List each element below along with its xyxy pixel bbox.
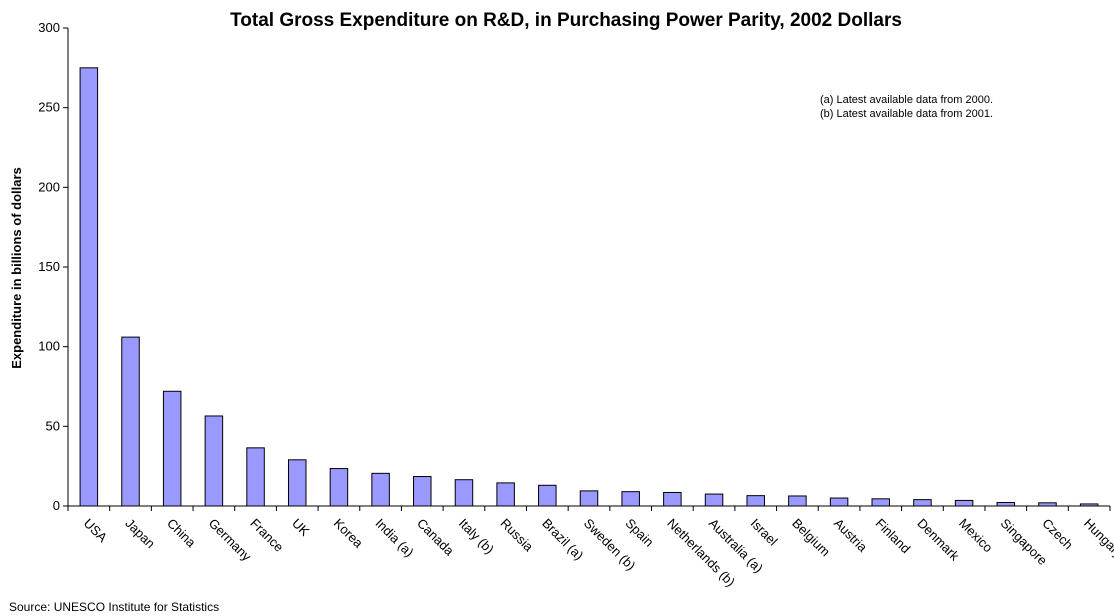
bar-brazil-a xyxy=(539,485,557,506)
x-tick-label: Germany xyxy=(206,516,255,565)
x-tick-label: Korea xyxy=(331,516,367,552)
annotation-note: (a) Latest available data from 2000. xyxy=(820,94,993,106)
x-tick-label: Russia xyxy=(498,516,537,555)
x-tick-label: China xyxy=(164,516,199,551)
x-tick-label: France xyxy=(247,516,286,555)
bar-china xyxy=(163,391,181,506)
bar-austria xyxy=(830,498,848,506)
x-axis xyxy=(68,506,1110,511)
bar-russia xyxy=(497,483,515,506)
y-tick-label: 200 xyxy=(38,179,60,194)
y-axis-label: Expenditure in billions of dollars xyxy=(9,167,24,369)
annotations: (a) Latest available data from 2000. (b) … xyxy=(820,94,993,120)
x-tick-label: USA xyxy=(81,516,111,546)
bar-mexico xyxy=(955,500,973,506)
bar-uk xyxy=(288,460,306,506)
x-tick-label: Austria xyxy=(831,516,871,556)
bar-belgium xyxy=(789,496,807,506)
x-tick-label: Spain xyxy=(623,516,657,550)
x-tick-label: Denmark xyxy=(914,516,962,564)
x-tick-label: Mexico xyxy=(956,516,996,556)
y-tick-label: 0 xyxy=(53,498,60,513)
y-axis: 0 50 100 150 200 250 300 xyxy=(38,20,68,513)
x-tick-label: Finland xyxy=(873,516,914,557)
y-tick-label: 50 xyxy=(46,418,60,433)
x-tick-label: Hungary xyxy=(1081,516,1114,562)
source-note: Source: UNESCO Institute for Statistics xyxy=(9,600,219,614)
bar-france xyxy=(247,448,265,506)
bar-finland xyxy=(872,499,890,506)
bar-india-a xyxy=(372,473,390,506)
bar-israel xyxy=(747,496,765,506)
annotation-note: (b) Latest available data from 2001. xyxy=(820,108,993,120)
bar-usa xyxy=(80,68,98,506)
y-tick-label: 300 xyxy=(38,20,60,35)
x-tick-label: Canada xyxy=(414,516,457,559)
x-tick-label: India (a) xyxy=(372,516,416,560)
y-tick-label: 250 xyxy=(38,100,60,115)
bar-denmark xyxy=(914,500,932,506)
x-tick-label: Israel xyxy=(748,516,781,549)
chart-title: Total Gross Expenditure on R&D, in Purch… xyxy=(230,10,902,31)
x-tick-label: Czech xyxy=(1039,516,1076,553)
x-tick-label: UK xyxy=(289,516,313,540)
bar-singapore xyxy=(997,502,1015,506)
bar-spain xyxy=(622,492,640,506)
x-tick-label: Italy (b) xyxy=(456,516,497,557)
bar-netherlands-b xyxy=(664,492,682,506)
x-tick-label: Belgium xyxy=(789,516,833,560)
bars-group xyxy=(80,68,1098,506)
bar-italy-b xyxy=(455,480,473,506)
bar-sweden-b xyxy=(580,491,598,506)
bar-czech xyxy=(1039,503,1057,506)
bar-hungary xyxy=(1080,504,1098,506)
y-tick-label: 100 xyxy=(38,339,60,354)
bar-canada xyxy=(414,477,432,506)
bar-australia-a xyxy=(705,494,723,506)
bar-korea xyxy=(330,469,348,506)
bar-germany xyxy=(205,416,223,506)
bar-japan xyxy=(122,337,140,506)
y-tick-label: 150 xyxy=(38,259,60,274)
x-tick-label: Japan xyxy=(122,516,158,552)
x-tick-label: Brazil (a) xyxy=(539,516,586,563)
